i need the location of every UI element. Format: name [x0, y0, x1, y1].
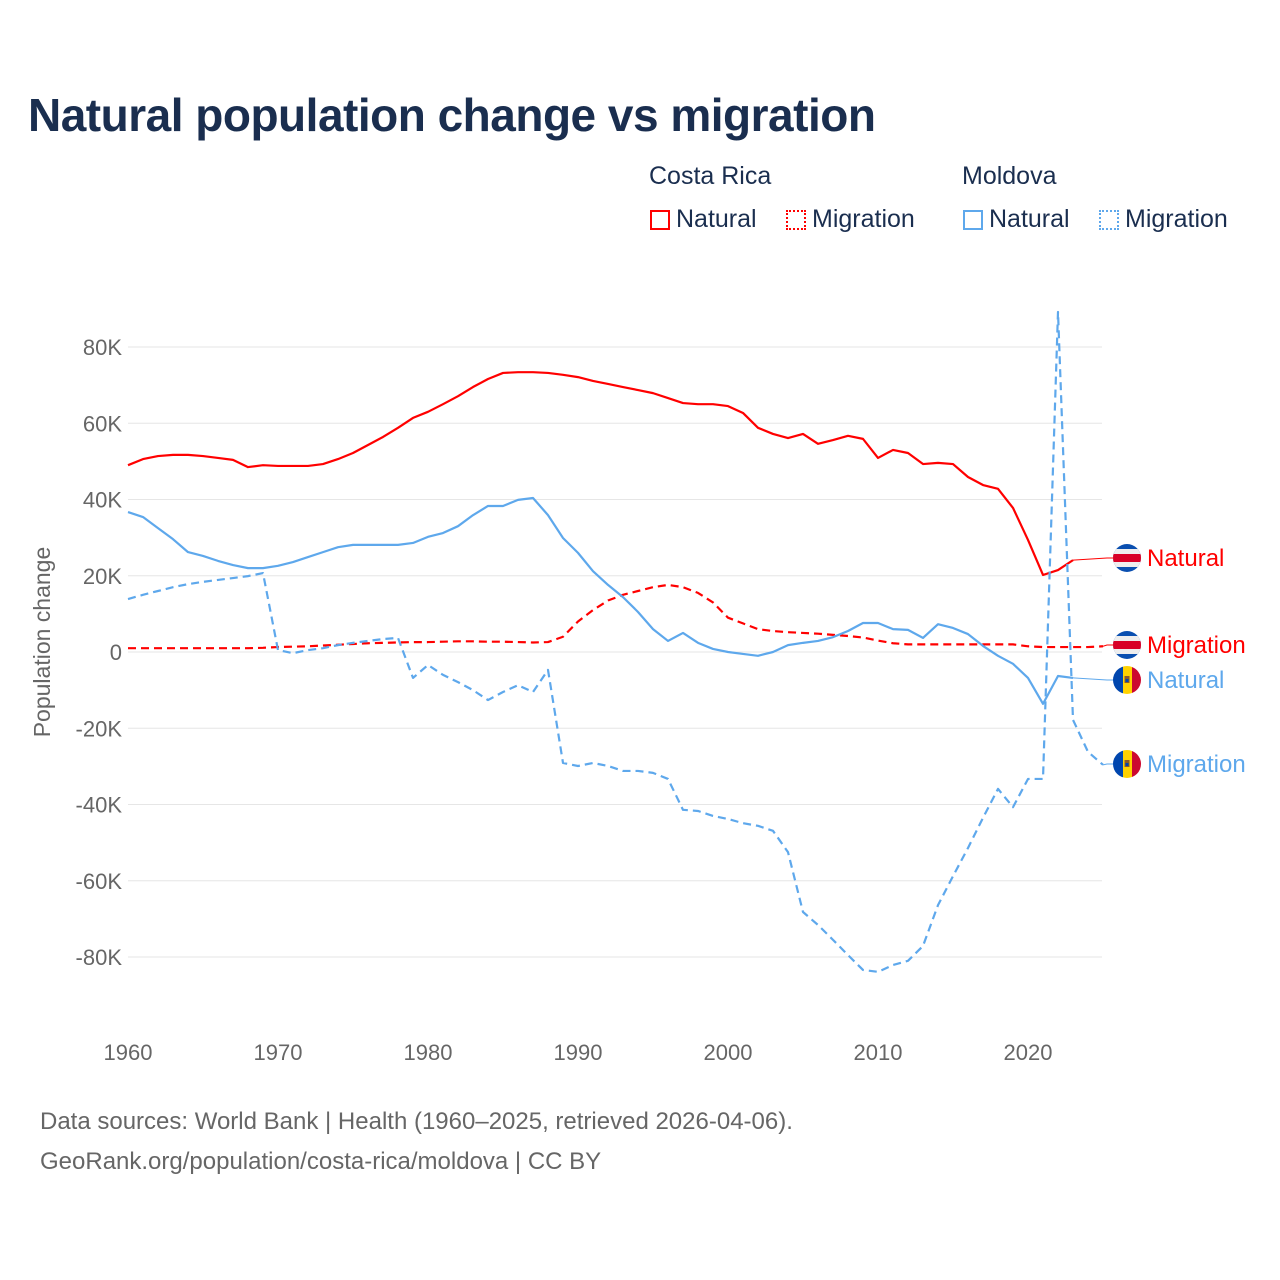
y-tick-label: -60K: [76, 869, 123, 894]
y-tick-label: 60K: [83, 411, 122, 436]
legend-swatch-solid-icon: [963, 209, 983, 230]
legend-item-moldova-migration[interactable]: Migration: [1099, 205, 1228, 234]
legend-swatch-dotted-icon: [1099, 209, 1119, 230]
costa-rica-flag-icon: [1113, 544, 1141, 572]
x-tick-label: 2020: [1004, 1040, 1053, 1065]
moldova-flag-icon: [1113, 750, 1141, 778]
legend-item-moldova-natural[interactable]: Natural: [963, 205, 1070, 234]
y-tick-label: 20K: [83, 564, 122, 589]
end-label: Natural: [1147, 545, 1224, 572]
y-tick-label: 0: [110, 640, 122, 665]
legend-item-costa-rica-migration[interactable]: Migration: [786, 205, 915, 234]
legend-swatch-solid-icon: [650, 209, 670, 230]
legend-label: Natural: [676, 205, 757, 233]
series-line-costa-rica-natural: [127, 371, 1074, 577]
legend-label: Migration: [1125, 205, 1228, 233]
legend-group-costa-rica: Costa Rica: [649, 162, 772, 190]
y-tick-label: -80K: [76, 945, 123, 970]
y-tick-label: -20K: [76, 716, 123, 741]
footer-attribution: GeoRank.org/population/costa-rica/moldov…: [40, 1148, 602, 1175]
end-label: Natural: [1147, 667, 1224, 694]
legend-swatch-dotted-icon: [786, 209, 806, 230]
legend-item-costa-rica-natural[interactable]: Natural: [650, 205, 757, 234]
x-tick-label: 1980: [404, 1040, 453, 1065]
legend-group-moldova: Moldova: [962, 162, 1057, 190]
costa-rica-flag-icon: [1113, 631, 1141, 659]
series-line-moldova-migration: [127, 310, 1104, 973]
chart-title: Natural population change vs migration: [28, 89, 876, 141]
x-tick-label: 2010: [854, 1040, 903, 1065]
moldova-flag-icon: [1113, 666, 1141, 694]
y-tick-label: -40K: [76, 793, 123, 818]
footer-sources: Data sources: World Bank | Health (1960–…: [40, 1108, 793, 1135]
legend-label: Migration: [812, 205, 915, 233]
label-connector: [1072, 677, 1113, 681]
end-label: Migration: [1147, 632, 1246, 659]
x-tick-label: 1970: [254, 1040, 303, 1065]
label-connector: [1072, 557, 1113, 561]
legend-label: Natural: [989, 205, 1070, 233]
label-connector: [1102, 644, 1113, 647]
x-tick-label: 1990: [554, 1040, 603, 1065]
y-tick-label: 40K: [83, 488, 122, 513]
series-line-moldova-natural: [127, 496, 1074, 705]
end-label: Migration: [1147, 751, 1246, 778]
x-tick-label: 1960: [104, 1040, 153, 1065]
x-tick-label: 2000: [704, 1040, 753, 1065]
label-connector: [1102, 763, 1113, 766]
y-tick-label: 80K: [83, 335, 122, 360]
series-line-costa-rica-migration: [128, 583, 1104, 650]
y-axis-label: Population change: [29, 547, 55, 738]
